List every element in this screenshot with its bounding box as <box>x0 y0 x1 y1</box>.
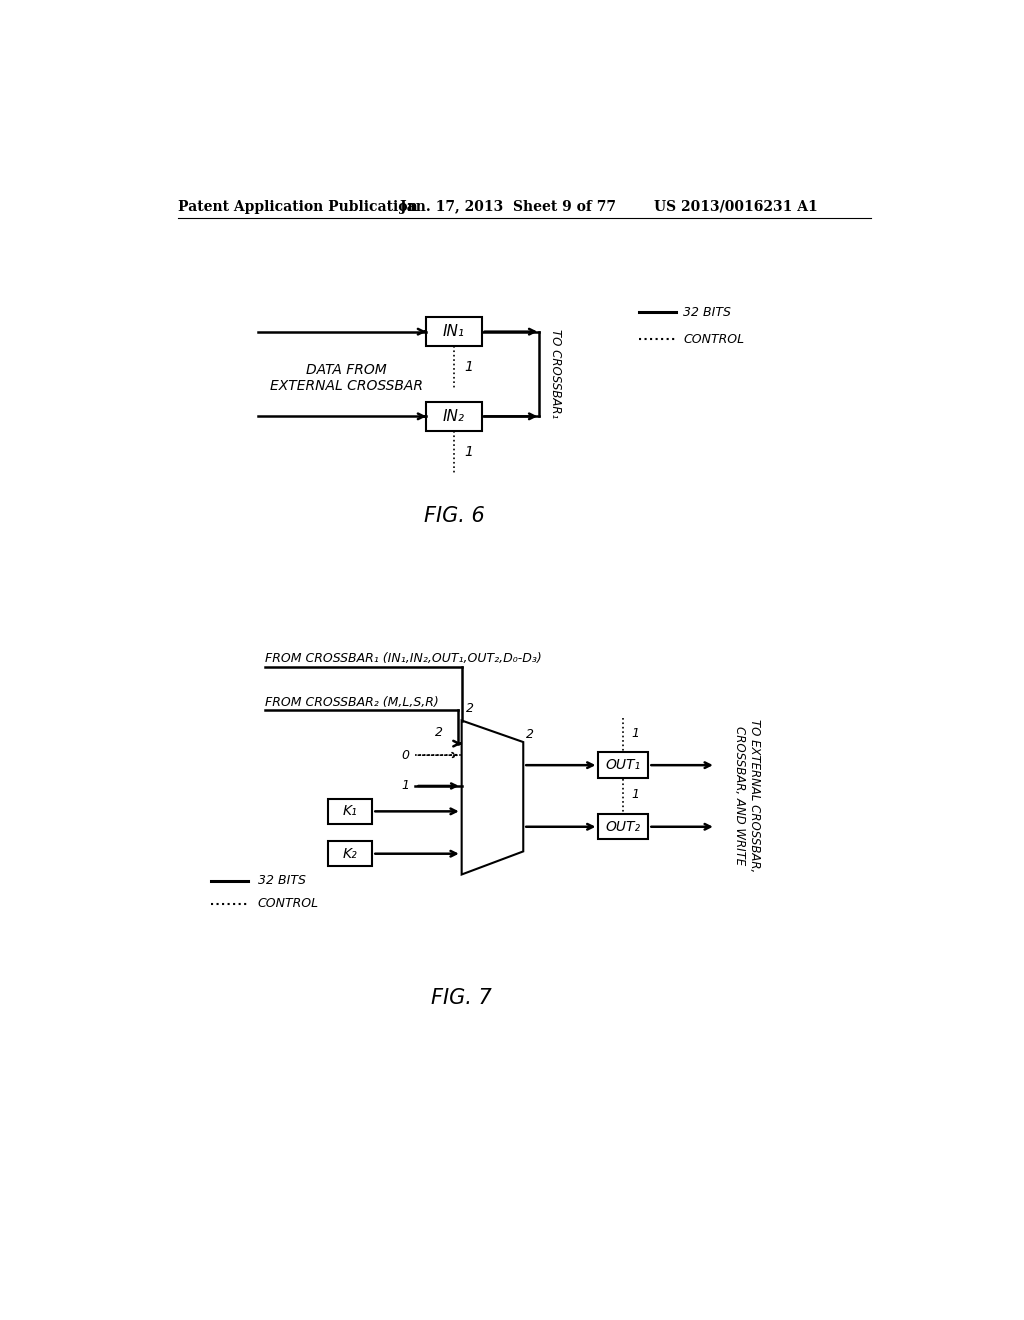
Text: 32 BITS: 32 BITS <box>683 306 731 319</box>
Text: US 2013/0016231 A1: US 2013/0016231 A1 <box>654 199 818 214</box>
Text: DATA FROM
EXTERNAL CROSSBAR: DATA FROM EXTERNAL CROSSBAR <box>269 363 423 393</box>
Text: 1: 1 <box>464 360 473 375</box>
Text: IN₂: IN₂ <box>443 409 465 424</box>
Bar <box>426 401 481 430</box>
Text: K₂: K₂ <box>343 846 357 861</box>
Text: FIG. 6: FIG. 6 <box>424 507 484 527</box>
Text: 2: 2 <box>466 702 473 715</box>
Text: 1: 1 <box>631 727 639 739</box>
Text: 32 BITS: 32 BITS <box>258 874 305 887</box>
Bar <box>328 799 373 824</box>
Text: 1: 1 <box>631 788 639 801</box>
Text: 2: 2 <box>434 726 442 739</box>
Text: Patent Application Publication: Patent Application Publication <box>178 199 418 214</box>
Text: K₁: K₁ <box>343 804 357 818</box>
Text: TO EXTERNAL CROSSBAR,
CROSSBAR, AND WRITE: TO EXTERNAL CROSSBAR, CROSSBAR, AND WRIT… <box>732 719 761 873</box>
Bar <box>598 752 648 777</box>
Text: CONTROL: CONTROL <box>258 898 318 911</box>
Text: CONTROL: CONTROL <box>683 333 744 346</box>
Bar <box>598 814 648 840</box>
Text: 2: 2 <box>525 727 534 741</box>
Text: OUT₂: OUT₂ <box>606 820 641 834</box>
Text: FROM CROSSBAR₁ (IN₁,IN₂,OUT₁,OUT₂,D₀-D₃): FROM CROSSBAR₁ (IN₁,IN₂,OUT₁,OUT₂,D₀-D₃) <box>265 652 542 665</box>
Text: OUT₁: OUT₁ <box>606 758 641 772</box>
Text: 0: 0 <box>401 748 410 762</box>
Text: Jan. 17, 2013  Sheet 9 of 77: Jan. 17, 2013 Sheet 9 of 77 <box>400 199 616 214</box>
Bar <box>426 317 481 346</box>
Text: 1: 1 <box>401 779 410 792</box>
Text: 1: 1 <box>464 445 473 459</box>
Text: TO CROSSBAR₁: TO CROSSBAR₁ <box>549 330 562 418</box>
Text: IN₁: IN₁ <box>443 325 465 339</box>
Text: FIG. 7: FIG. 7 <box>431 987 493 1007</box>
Text: FROM CROSSBAR₂ (M,L,S,R): FROM CROSSBAR₂ (M,L,S,R) <box>265 696 439 709</box>
Bar <box>328 841 373 866</box>
